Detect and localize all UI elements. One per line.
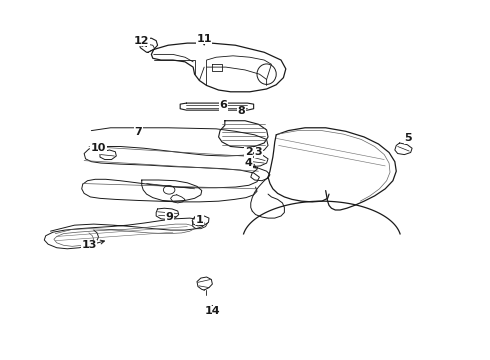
Text: 11: 11: [196, 34, 212, 44]
Text: 14: 14: [204, 306, 220, 316]
Text: 12: 12: [134, 36, 149, 46]
Text: 13: 13: [81, 240, 97, 250]
Text: 1: 1: [196, 215, 203, 225]
Text: 9: 9: [165, 212, 173, 222]
Text: 8: 8: [237, 106, 245, 116]
Text: 4: 4: [245, 158, 253, 168]
Text: 6: 6: [220, 100, 227, 110]
Text: 5: 5: [404, 133, 412, 143]
Text: 3: 3: [255, 148, 262, 157]
Text: 7: 7: [135, 127, 142, 138]
Text: 2: 2: [245, 148, 253, 157]
Text: 10: 10: [91, 143, 106, 153]
